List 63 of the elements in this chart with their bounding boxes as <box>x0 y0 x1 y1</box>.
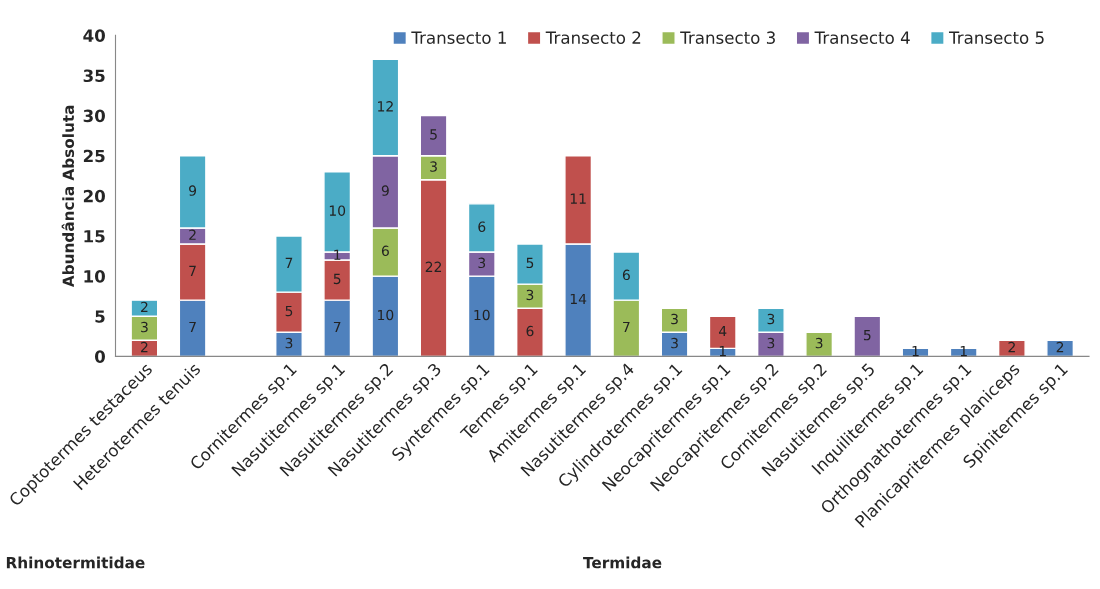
data-label: 11 <box>570 193 586 204</box>
y-tick-label: 40 <box>83 29 105 42</box>
data-label: 3 <box>671 337 678 349</box>
bar <box>853 315 882 357</box>
data-label: 6 <box>622 269 630 281</box>
bar <box>997 339 1026 357</box>
data-label: 5 <box>430 129 437 140</box>
data-label: 7 <box>189 265 196 276</box>
data-label: 12 <box>378 101 393 112</box>
data-label: 7 <box>333 321 341 333</box>
data-label: 7 <box>285 257 293 268</box>
data-label: 3 <box>478 257 486 269</box>
legend-label: Transecto 2 <box>545 31 641 44</box>
data-label: 9 <box>189 185 197 196</box>
data-label: 3 <box>526 289 534 301</box>
y-tick-label: 0 <box>94 350 105 363</box>
text: Rhinotermitidae <box>6 556 145 569</box>
y-axis-title: Abundância Absoluta <box>61 105 75 288</box>
data-label: 7 <box>189 321 196 333</box>
data-label: 10 <box>474 309 490 321</box>
data-label: 3 <box>141 321 148 333</box>
data-label: 2 <box>1008 341 1015 353</box>
y-tick-label: 30 <box>83 109 105 123</box>
y-tick-label: 25 <box>83 149 105 163</box>
data-label: 6 <box>381 245 389 257</box>
y-tick-label: 5 <box>95 310 105 323</box>
data-label: 5 <box>333 273 341 285</box>
y-tick-label: 10 <box>84 270 105 283</box>
data-label: 6 <box>478 221 486 232</box>
data-label: 22 <box>425 261 442 272</box>
data-label: 2 <box>141 301 148 313</box>
data-label: 5 <box>526 257 534 269</box>
legend-label: Transecto 1 <box>411 31 506 44</box>
data-label: 3 <box>767 337 775 349</box>
bar <box>805 331 834 357</box>
data-label: 3 <box>815 337 823 349</box>
data-label: 1 <box>912 346 919 357</box>
data-label: 5 <box>863 329 871 341</box>
data-label: 3 <box>430 161 437 172</box>
data-label: 3 <box>285 337 293 349</box>
data-label: 2 <box>1056 341 1064 353</box>
data-label: 3 <box>671 313 678 325</box>
data-label: 10 <box>378 309 394 321</box>
legend-label: Transecto 3 <box>680 31 775 44</box>
legend-label: Transecto 5 <box>948 31 1044 44</box>
y-tick-label: 20 <box>83 189 105 203</box>
data-label: 4 <box>718 325 727 337</box>
bar <box>1046 339 1075 357</box>
data-label: 9 <box>381 185 389 196</box>
data-label: 2 <box>141 341 148 353</box>
data-label: 10 <box>329 205 346 216</box>
data-label: 2 <box>189 229 196 240</box>
text: Termidae <box>583 556 662 569</box>
data-label: 1 <box>960 346 967 357</box>
data-label: 1 <box>719 346 726 357</box>
data-label: 5 <box>285 305 293 317</box>
data-label: 6 <box>526 325 534 337</box>
y-tick-label: 15 <box>84 230 105 243</box>
data-label: 3 <box>767 313 775 325</box>
legend-label: Transecto 4 <box>814 31 910 44</box>
data-label: 7 <box>623 321 630 333</box>
y-tick-label: 35 <box>83 69 105 83</box>
data-label: 14 <box>570 293 587 304</box>
